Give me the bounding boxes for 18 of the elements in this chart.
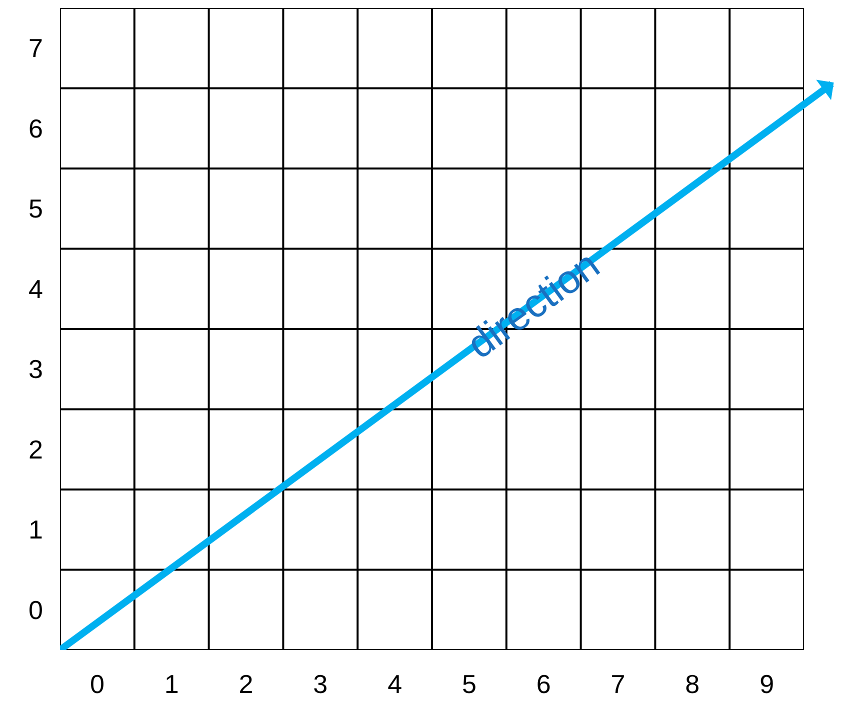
y-tick-label: 6 <box>28 113 43 144</box>
y-tick-label: 3 <box>28 354 43 384</box>
x-tick-label: 9 <box>760 669 774 699</box>
x-tick-label: 5 <box>462 669 476 699</box>
x-tick-label: 2 <box>238 669 254 699</box>
x-tick-label: 1 <box>164 669 179 699</box>
y-tick-label: 4 <box>28 274 43 304</box>
x-tick-label: 8 <box>685 669 700 699</box>
x-tick-label: 6 <box>536 669 551 699</box>
x-tick-label: 0 <box>90 669 104 699</box>
y-tick-label: 7 <box>28 33 43 64</box>
x-tick-label: 4 <box>388 669 402 699</box>
x-tick-label: 3 <box>313 669 328 699</box>
y-tick-label: 0 <box>28 594 43 625</box>
y-tick-label: 2 <box>28 434 43 464</box>
y-tick-label: 5 <box>28 194 43 224</box>
y-tick-label: 1 <box>28 514 43 545</box>
x-tick-label: 7 <box>610 669 626 699</box>
